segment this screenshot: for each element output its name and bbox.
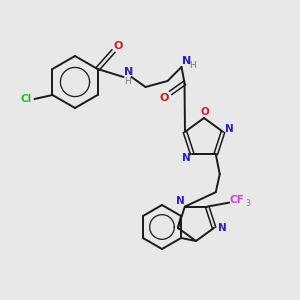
Text: H: H xyxy=(189,61,196,70)
Text: O: O xyxy=(160,93,169,103)
Text: N: N xyxy=(176,196,185,206)
Text: N: N xyxy=(218,223,226,233)
Text: CF: CF xyxy=(230,195,244,205)
Text: 3: 3 xyxy=(246,199,250,208)
Text: H: H xyxy=(124,76,131,85)
Text: N: N xyxy=(182,56,191,66)
Text: Cl: Cl xyxy=(21,94,32,104)
Text: O: O xyxy=(114,41,123,51)
Text: N: N xyxy=(225,124,233,134)
Text: N: N xyxy=(124,67,133,77)
Text: O: O xyxy=(201,107,209,117)
Text: N: N xyxy=(182,153,190,163)
